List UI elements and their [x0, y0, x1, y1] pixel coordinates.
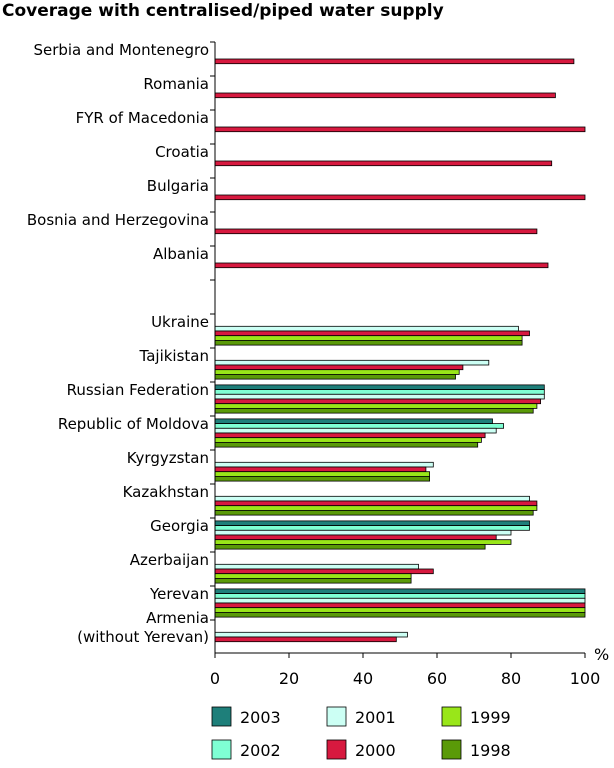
bar-1999	[214, 539, 512, 545]
bars	[214, 58, 586, 643]
x-tick-label: 0	[210, 669, 220, 688]
category-label: Republic of Moldova	[58, 415, 209, 433]
bar-1999	[214, 369, 460, 375]
bar-1999	[214, 607, 586, 613]
bar-2001	[214, 325, 519, 332]
chart-title: Coverage with centralised/piped water su…	[2, 1, 444, 21]
category-label: Georgia	[150, 517, 209, 535]
bar-2000	[214, 92, 556, 99]
bar-2000	[214, 636, 397, 643]
x-axis-unit: %	[594, 645, 609, 664]
bar-2003	[214, 384, 545, 390]
x-tick-label: 40	[353, 669, 373, 688]
legend-label-2002: 2002	[240, 741, 281, 760]
bar-2003	[214, 588, 586, 595]
legend-swatch-2003	[211, 706, 232, 727]
category-label: Ukraine	[151, 313, 209, 331]
bar-2000	[214, 160, 553, 167]
bar-1999	[214, 573, 412, 579]
category-label: Croatia	[155, 143, 209, 161]
category-labels: Serbia and Montenegro Romania FYR of Maced…	[27, 41, 209, 646]
bar-1999	[214, 471, 431, 477]
bar-2000	[214, 330, 530, 337]
bar-1998	[214, 544, 486, 550]
category-label: Bosnia and Herzegovina	[27, 211, 209, 229]
bar-2002	[214, 389, 545, 395]
bar-1999	[214, 505, 538, 511]
bar-2001	[214, 461, 434, 468]
legend-swatch-2001	[326, 706, 347, 727]
legend-swatch-1999	[441, 706, 462, 727]
category-label: Bulgaria	[147, 177, 209, 195]
category-label: Albania	[153, 245, 209, 263]
bar-1998	[214, 407, 534, 414]
bar-1998	[214, 475, 431, 482]
bar-2000	[214, 602, 586, 609]
legend-label-1999: 1999	[470, 708, 511, 727]
category-label: Romania	[143, 75, 209, 93]
bar-1999	[214, 403, 538, 409]
bar-2000	[214, 568, 434, 575]
category-label: Russian Federation	[67, 381, 209, 399]
bar-2001	[214, 529, 512, 536]
category-label: Azerbaijan	[130, 551, 209, 569]
bar-1998	[214, 373, 456, 380]
bar-1998	[214, 578, 412, 584]
x-tick-label: 60	[427, 669, 447, 688]
bar-2000	[214, 262, 549, 269]
bar-1999	[214, 335, 523, 341]
bar-2000	[214, 466, 427, 473]
legend-swatch-1998	[441, 739, 462, 760]
bar-2001	[214, 495, 530, 502]
bar-2001	[214, 393, 545, 400]
category-label: Serbia and Montenegro	[33, 41, 209, 59]
category-label: Yerevan	[149, 585, 209, 603]
bar-1998	[214, 339, 523, 346]
bar-2003	[214, 520, 530, 527]
x-tick-label: 100	[570, 669, 601, 688]
legend-label-2003: 2003	[240, 708, 281, 727]
bar-1998	[214, 612, 586, 618]
bar-2000	[214, 228, 538, 235]
bar-1998	[214, 509, 534, 516]
bar-2000	[214, 432, 486, 439]
bar-2002	[214, 423, 505, 429]
legend-label-1998: 1998	[470, 741, 511, 760]
legend-label-2000: 2000	[355, 741, 396, 760]
bar-1998	[214, 441, 479, 448]
bar-2001	[214, 359, 490, 366]
x-tick-label: 80	[501, 669, 521, 688]
category-label: FYR of Macedonia	[76, 109, 209, 127]
bar-2001	[214, 597, 586, 604]
bar-2000	[214, 364, 464, 371]
bar-2001	[214, 427, 497, 434]
bar-2002	[214, 525, 530, 531]
category-label: Armenia (without Yerevan)	[77, 609, 209, 646]
x-axis: 0 20 40 60 80 100	[210, 41, 601, 688]
legend-label-2001: 2001	[355, 708, 396, 727]
x-tick-label: 20	[279, 669, 299, 688]
category-label: Kyrgyzstan	[127, 449, 209, 467]
legend-swatch-2002	[211, 739, 232, 760]
bar-2000	[214, 126, 586, 133]
bar-2002	[214, 593, 586, 599]
bar-2000	[214, 500, 538, 507]
bar-2000	[214, 534, 497, 541]
legend-swatch-2000	[326, 739, 347, 760]
bar-2003	[214, 418, 493, 424]
category-label: Tajikistan	[139, 347, 209, 365]
bar-2000	[214, 194, 586, 201]
bar-2000	[214, 398, 542, 405]
bar-2000	[214, 58, 575, 65]
bar-1999	[214, 437, 482, 443]
bar-2001	[214, 563, 419, 570]
bar-2001	[214, 631, 408, 638]
category-label: Kazakhstan	[123, 483, 209, 501]
legend: 2003 2002 2001 2000 1999 1998	[211, 706, 511, 760]
